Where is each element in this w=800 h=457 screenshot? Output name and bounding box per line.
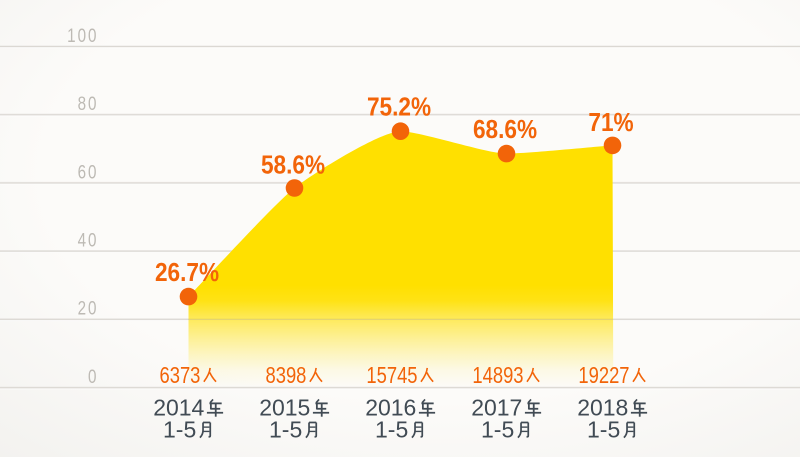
svg-text:1-5: 1-5 xyxy=(481,416,514,442)
svg-text:1-5: 1-5 xyxy=(587,416,620,442)
svg-text:14893: 14893 xyxy=(472,363,523,388)
svg-text:100: 100 xyxy=(67,24,98,46)
svg-text:6373: 6373 xyxy=(160,363,201,388)
svg-text:15745: 15745 xyxy=(366,363,417,388)
svg-text:19227: 19227 xyxy=(578,363,629,388)
svg-text:60: 60 xyxy=(78,161,99,183)
svg-text:75.2%: 75.2% xyxy=(367,93,431,122)
svg-text:71%: 71% xyxy=(588,109,634,138)
svg-text:40: 40 xyxy=(78,229,99,251)
svg-text:26.7%: 26.7% xyxy=(155,259,219,288)
svg-text:2017: 2017 xyxy=(471,395,522,421)
svg-text:0: 0 xyxy=(88,365,98,387)
svg-text:1-5: 1-5 xyxy=(375,416,408,442)
svg-text:2015: 2015 xyxy=(259,395,310,421)
svg-text:8398: 8398 xyxy=(266,363,307,388)
svg-text:2014: 2014 xyxy=(153,395,204,421)
svg-text:20: 20 xyxy=(78,297,99,319)
svg-text:80: 80 xyxy=(78,92,99,114)
svg-text:2018: 2018 xyxy=(577,395,628,421)
svg-text:68.6%: 68.6% xyxy=(473,116,537,145)
svg-text:2016: 2016 xyxy=(365,395,416,421)
svg-text:1-5: 1-5 xyxy=(269,416,302,442)
svg-text:1-5: 1-5 xyxy=(163,416,196,442)
svg-text:58.6%: 58.6% xyxy=(261,151,325,180)
